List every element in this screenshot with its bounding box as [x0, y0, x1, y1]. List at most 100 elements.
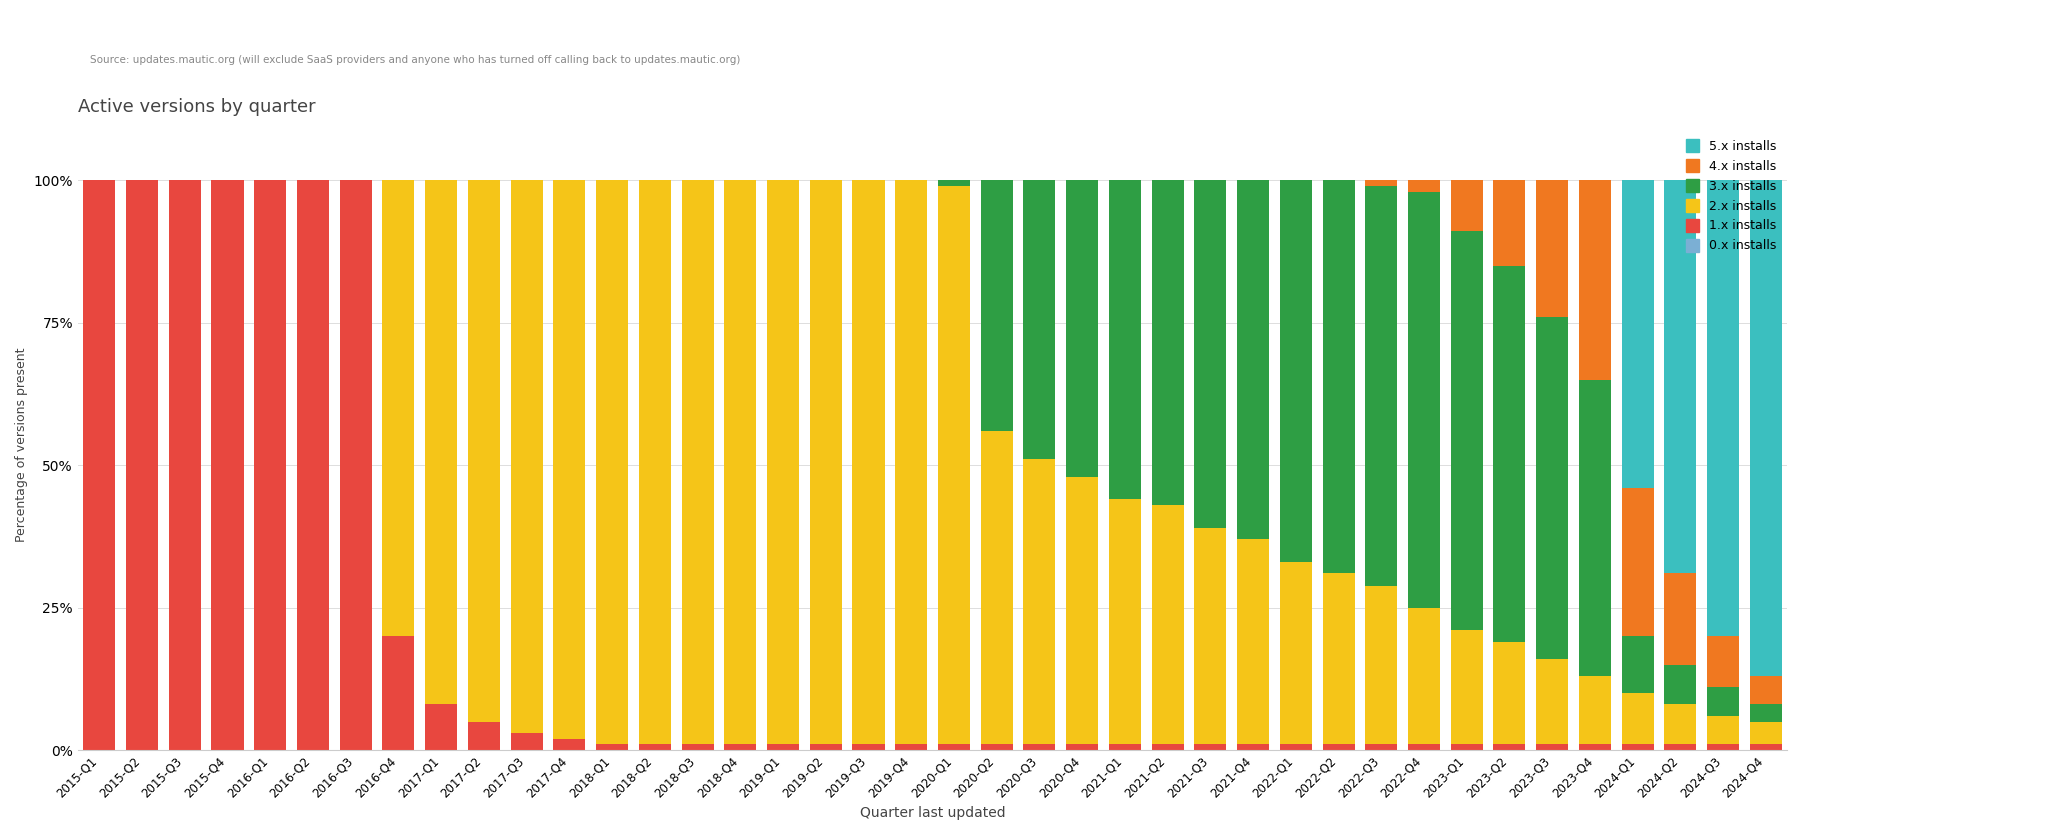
Bar — [1622, 744, 1653, 750]
Bar — [1708, 180, 1739, 636]
Bar — [1237, 539, 1270, 744]
Bar — [1749, 705, 1782, 721]
Bar — [1749, 676, 1782, 705]
Bar — [1366, 180, 1397, 186]
Y-axis label: Percentage of versions present: Percentage of versions present — [14, 348, 29, 543]
Bar — [1536, 180, 1569, 317]
Bar — [1407, 608, 1440, 744]
Bar — [1579, 744, 1612, 750]
Bar — [1450, 180, 1483, 231]
Bar — [1407, 744, 1440, 750]
Bar — [596, 744, 629, 750]
Bar — [1151, 180, 1184, 505]
Bar — [1749, 721, 1782, 744]
Bar — [553, 180, 586, 739]
Bar — [1366, 745, 1397, 750]
Bar — [1749, 744, 1782, 750]
Bar — [553, 739, 586, 750]
Bar — [1536, 659, 1569, 744]
Bar — [168, 180, 201, 750]
Bar — [1450, 630, 1483, 744]
Bar — [1151, 744, 1184, 750]
Bar — [1622, 636, 1653, 693]
Bar — [1067, 180, 1098, 477]
Bar — [1536, 317, 1569, 659]
Legend: 5.x installs, 4.x installs, 3.x installs, 2.x installs, 1.x installs, 0.x instal: 5.x installs, 4.x installs, 3.x installs… — [1681, 134, 1782, 257]
Bar — [938, 744, 971, 750]
Bar — [596, 180, 629, 744]
Bar — [768, 180, 799, 744]
Bar — [1708, 716, 1739, 744]
Bar — [510, 733, 543, 750]
Bar — [895, 180, 928, 744]
Bar — [1708, 744, 1739, 750]
Bar — [682, 180, 713, 744]
Bar — [981, 744, 1012, 750]
Bar — [1579, 180, 1612, 380]
Bar — [1665, 744, 1696, 750]
Bar — [254, 180, 287, 750]
Bar — [1323, 180, 1354, 574]
Bar — [383, 180, 414, 636]
Bar — [297, 180, 330, 750]
Bar — [1579, 676, 1612, 744]
Bar — [809, 744, 842, 750]
Bar — [938, 186, 971, 744]
Bar — [1450, 231, 1483, 630]
Bar — [383, 636, 414, 750]
Bar — [1237, 744, 1270, 750]
Bar — [1407, 191, 1440, 608]
Bar — [510, 180, 543, 733]
Bar — [1493, 180, 1526, 266]
Bar — [1024, 180, 1055, 459]
Bar — [895, 744, 928, 750]
Bar — [1151, 505, 1184, 744]
Bar — [1708, 687, 1739, 716]
Bar — [981, 431, 1012, 744]
Bar — [1622, 693, 1653, 744]
Bar — [809, 180, 842, 744]
Bar — [127, 180, 158, 750]
Bar — [1622, 488, 1653, 636]
Bar — [1108, 180, 1141, 499]
Bar — [1665, 665, 1696, 705]
Bar — [1622, 180, 1653, 488]
Bar — [1749, 180, 1782, 676]
Bar — [1280, 562, 1313, 744]
Bar — [639, 180, 672, 744]
Bar — [1407, 180, 1440, 191]
Bar — [682, 744, 713, 750]
Bar — [1708, 636, 1739, 687]
Bar — [426, 705, 457, 750]
Bar — [1024, 744, 1055, 750]
Bar — [1067, 744, 1098, 750]
Bar — [1194, 528, 1227, 744]
Bar — [768, 744, 799, 750]
Bar — [1366, 586, 1397, 745]
Bar — [211, 180, 244, 750]
Bar — [1665, 574, 1696, 665]
Bar — [1366, 186, 1397, 586]
Bar — [1108, 744, 1141, 750]
Bar — [1237, 180, 1270, 539]
Bar — [1536, 744, 1569, 750]
Bar — [1067, 477, 1098, 744]
Bar — [639, 744, 672, 750]
Text: Source: updates.mautic.org (will exclude SaaS providers and anyone who has turne: Source: updates.mautic.org (will exclude… — [90, 54, 741, 64]
Bar — [981, 180, 1012, 431]
Bar — [1194, 744, 1227, 750]
Bar — [467, 180, 500, 721]
Bar — [938, 180, 971, 186]
Bar — [1280, 744, 1313, 750]
Bar — [1493, 744, 1526, 750]
Bar — [1493, 266, 1526, 642]
Bar — [426, 180, 457, 705]
Bar — [340, 180, 371, 750]
Bar — [1579, 380, 1612, 676]
Bar — [1323, 744, 1354, 750]
Bar — [1194, 180, 1227, 528]
Bar — [1323, 574, 1354, 744]
Bar — [1665, 705, 1696, 744]
Text: Active versions by quarter: Active versions by quarter — [78, 99, 315, 117]
Bar — [1108, 499, 1141, 744]
